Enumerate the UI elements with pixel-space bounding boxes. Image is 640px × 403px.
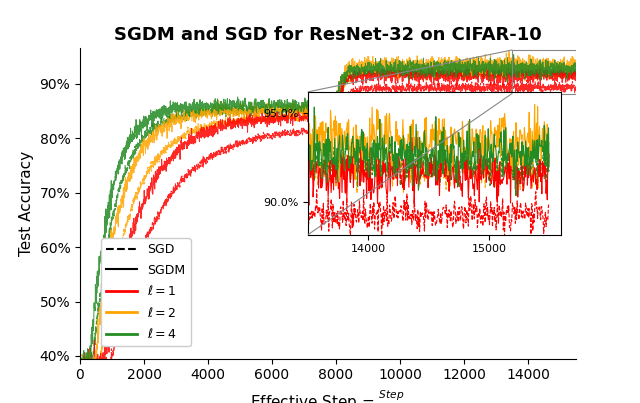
Bar (512, 50, 576, 93)
Legend: SGD, SGDM, $\ell = 1$, $\ell = 2$, $\ell = 4$: SGD, SGDM, $\ell = 1$, $\ell = 2$, $\ell… (101, 238, 191, 346)
Title: SGDM and SGD for ResNet-32 on CIFAR-10: SGDM and SGD for ResNet-32 on CIFAR-10 (114, 26, 542, 44)
X-axis label: Effective Step = $\frac{\mathit{Step}}{\ell}$: Effective Step = $\frac{\mathit{Step}}{\… (250, 388, 406, 403)
Y-axis label: Test Accuracy: Test Accuracy (19, 151, 34, 256)
